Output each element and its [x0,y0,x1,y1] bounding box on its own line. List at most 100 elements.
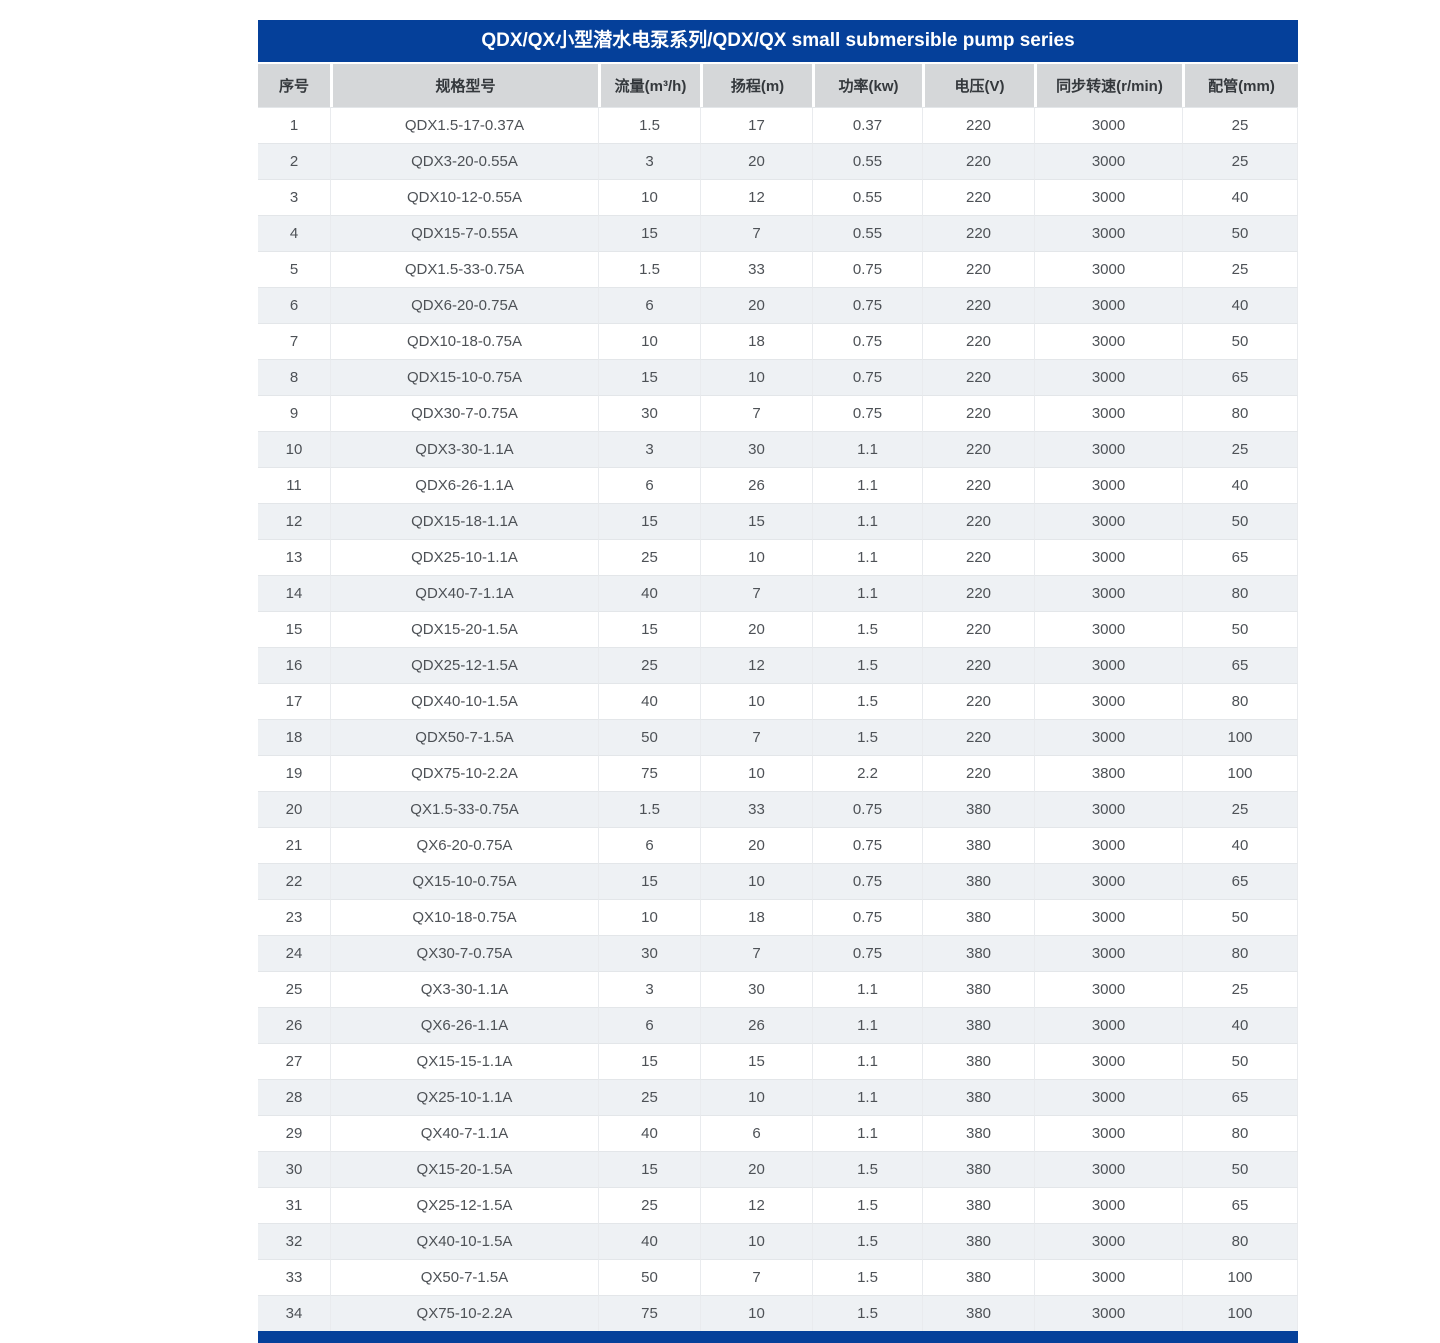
table-cell: 1.1 [812,1079,922,1115]
col-header-model: 规格型号 [330,64,598,107]
table-cell: 27 [258,1043,330,1079]
table-cell: QDX1.5-33-0.75A [330,251,598,287]
table-cell: QX15-20-1.5A [330,1151,598,1187]
table-cell: 7 [700,215,812,251]
table-row: 2 QDX3-20-0.55A 3 20 0.55 220 3000 25 [258,143,1298,179]
table-cell: QDX1.5-17-0.37A [330,107,598,143]
table-cell: 7 [700,575,812,611]
table-row: 31 QX25-12-1.5A 25 12 1.5 380 3000 65 [258,1187,1298,1223]
table-cell: 80 [1182,1223,1298,1259]
table-cell: 3000 [1034,719,1182,755]
table-cell: 3000 [1034,863,1182,899]
table-row: 24 QX30-7-0.75A 30 7 0.75 380 3000 80 [258,935,1298,971]
table-cell: QDX30-7-0.75A [330,395,598,431]
table-cell: 40 [598,575,700,611]
table-cell: 80 [1182,575,1298,611]
table-cell: 40 [598,1223,700,1259]
table-cell: 25 [1182,791,1298,827]
table-cell: 220 [922,683,1034,719]
table-cell: 15 [598,215,700,251]
table-cell: QDX10-12-0.55A [330,179,598,215]
table-cell: 30 [598,935,700,971]
table-cell: 12 [700,1187,812,1223]
table-cell: 4 [258,215,330,251]
table-cell: 380 [922,1151,1034,1187]
table-cell: 26 [700,1007,812,1043]
table-cell: 0.37 [812,107,922,143]
table-cell: 0.75 [812,827,922,863]
table-cell: 3000 [1034,179,1182,215]
table-cell: QDX15-10-0.75A [330,359,598,395]
table-cell: 33 [700,251,812,287]
table-cell: 1.1 [812,539,922,575]
table-cell: 380 [922,899,1034,935]
table-cell: 3000 [1034,611,1182,647]
table-cell: 6 [258,287,330,323]
table-cell: 380 [922,1115,1034,1151]
table-cell: 1.5 [812,719,922,755]
table-row: 15 QDX15-20-1.5A 15 20 1.5 220 3000 50 [258,611,1298,647]
table-cell: QX6-26-1.1A [330,1007,598,1043]
table-row: 3 QDX10-12-0.55A 10 12 0.55 220 3000 40 [258,179,1298,215]
table-cell: 10 [598,179,700,215]
table-cell: 33 [258,1259,330,1295]
table-row: 27 QX15-15-1.1A 15 15 1.1 380 3000 50 [258,1043,1298,1079]
table-cell: QDX25-10-1.1A [330,539,598,575]
table-cell: 10 [700,683,812,719]
table-cell: 25 [1182,971,1298,1007]
table-cell: 220 [922,719,1034,755]
table-cell: 34 [258,1295,330,1331]
table-cell: 50 [1182,1043,1298,1079]
table-cell: 220 [922,359,1034,395]
table-cell: 80 [1182,935,1298,971]
table-row: 10 QDX3-30-1.1A 3 30 1.1 220 3000 25 [258,431,1298,467]
table-cell: 3 [598,971,700,1007]
table-cell: 0.55 [812,215,922,251]
table-cell: QDX15-18-1.1A [330,503,598,539]
table-cell: 2 [258,143,330,179]
table-cell: 1 [258,107,330,143]
next-section-title-bar [258,1331,1298,1343]
table-cell: 40 [1182,1007,1298,1043]
col-header-speed: 同步转速(r/min) [1034,64,1182,107]
table-cell: 7 [700,395,812,431]
table-cell: 26 [700,467,812,503]
table-cell: 1.5 [812,1187,922,1223]
table-row: 26 QX6-26-1.1A 6 26 1.1 380 3000 40 [258,1007,1298,1043]
table-cell: 1.5 [812,1295,922,1331]
table-cell: 12 [700,647,812,683]
table-cell: 3000 [1034,107,1182,143]
col-header-head: 扬程(m) [700,64,812,107]
table-cell: 25 [1182,107,1298,143]
table-cell: 380 [922,1259,1034,1295]
table-cell: 0.55 [812,179,922,215]
table-cell: 100 [1182,1295,1298,1331]
table-cell: 3000 [1034,467,1182,503]
table-cell: QX40-7-1.1A [330,1115,598,1151]
table-cell: 21 [258,827,330,863]
table-cell: 65 [1182,1079,1298,1115]
table-cell: 380 [922,1223,1034,1259]
table-row: 17 QDX40-10-1.5A 40 10 1.5 220 3000 80 [258,683,1298,719]
table-cell: 11 [258,467,330,503]
table-cell: 5 [258,251,330,287]
table-cell: 15 [258,611,330,647]
table-row: 7 QDX10-18-0.75A 10 18 0.75 220 3000 50 [258,323,1298,359]
table-cell: 0.75 [812,359,922,395]
table-cell: 65 [1182,359,1298,395]
table-cell: 1.1 [812,575,922,611]
table-cell: 15 [598,359,700,395]
table-cell: 0.55 [812,143,922,179]
table-cell: 380 [922,935,1034,971]
table-cell: 3000 [1034,395,1182,431]
table-cell: 380 [922,1007,1034,1043]
table-cell: 1.5 [598,791,700,827]
table-cell: 16 [258,647,330,683]
table-cell: 1.5 [812,683,922,719]
table-row: 33 QX50-7-1.5A 50 7 1.5 380 3000 100 [258,1259,1298,1295]
col-header-power: 功率(kw) [812,64,922,107]
table-cell: 1.5 [812,611,922,647]
table-cell: 3000 [1034,215,1182,251]
table-cell: 65 [1182,647,1298,683]
table-cell: 3000 [1034,827,1182,863]
